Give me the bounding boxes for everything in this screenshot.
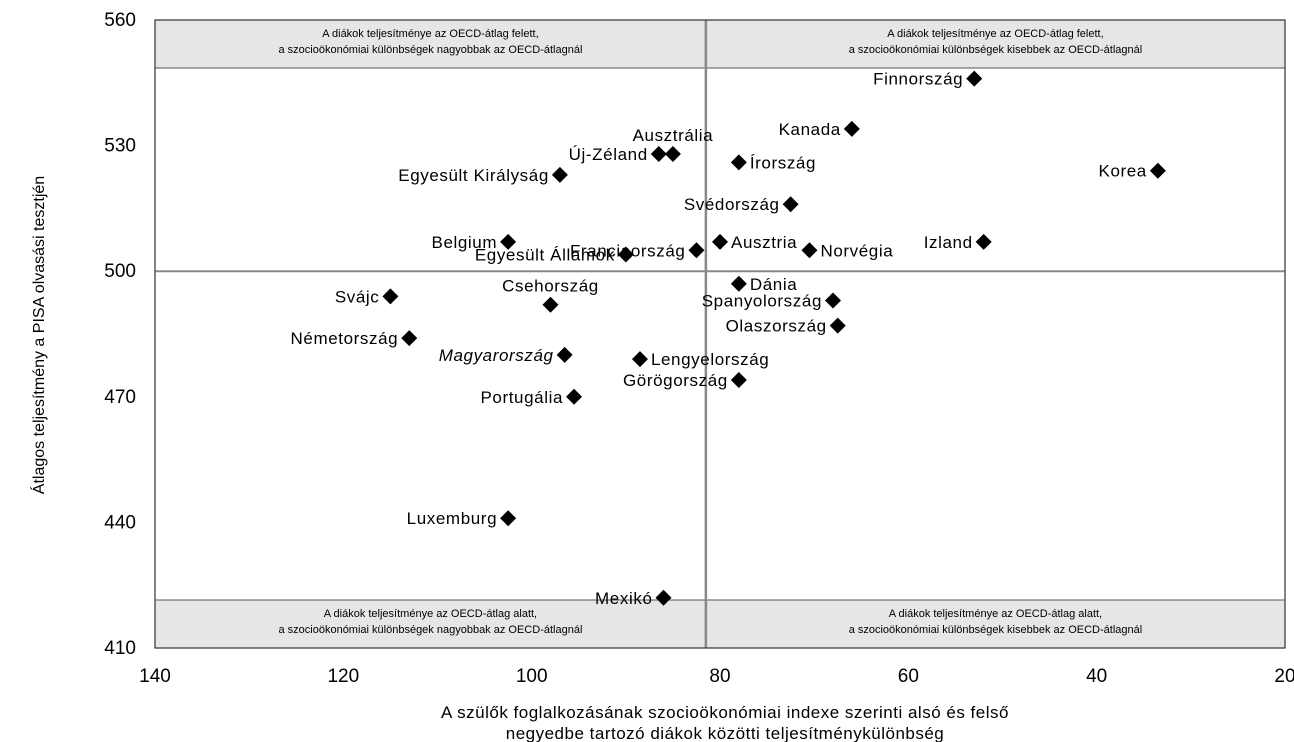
data-point-marker xyxy=(664,145,681,162)
quadrant-bands xyxy=(155,20,1285,648)
data-point-label: Finnország xyxy=(873,70,963,89)
y-tick-label: 470 xyxy=(104,387,136,408)
bottom-band xyxy=(155,600,1285,648)
data-point-label: Izland xyxy=(924,233,973,252)
x-axis-label-line-1: A szülők foglalkozásának szocioökonómiai… xyxy=(441,703,1009,722)
data-point-marker xyxy=(542,296,559,313)
y-tick-label: 440 xyxy=(104,512,136,533)
data-point-marker xyxy=(655,589,672,606)
data-point-label: Dánia xyxy=(750,275,797,294)
data-point-label: Mexikó xyxy=(595,589,652,608)
data-point-label: Görögország xyxy=(623,371,728,390)
data-point-marker xyxy=(801,242,818,259)
quadrant-label-bottom-right-line-2: a szocioökonómiai különbségek kisebbek a… xyxy=(849,624,1143,636)
x-tick-label: 20 xyxy=(1274,666,1294,687)
y-axis-ticks: 560 530 500 470 440 410 xyxy=(104,10,136,659)
x-tick-label: 40 xyxy=(1086,666,1107,687)
data-point-marker xyxy=(556,346,573,363)
data-point-marker xyxy=(825,292,841,309)
top-band xyxy=(155,20,1285,68)
quadrant-label-bottom-left-line-2: a szocioökonómiai különbségek nagyobbak … xyxy=(278,624,582,636)
data-point-label: Ausztria xyxy=(731,233,797,252)
data-point-marker xyxy=(712,233,728,250)
plot-frame xyxy=(154,19,1286,649)
data-point-label: Egyesült Királyság xyxy=(398,166,549,185)
data-point-label: Spanyolország xyxy=(702,292,822,311)
data-point-marker xyxy=(382,288,399,305)
x-tick-label: 80 xyxy=(709,666,730,687)
data-point-marker xyxy=(975,233,992,250)
data-point-label: Svájc xyxy=(335,287,380,306)
data-point-marker xyxy=(500,510,517,527)
data-point-marker xyxy=(688,242,705,259)
quadrant-label-top-right-line-1: A diákok teljesítménye az OECD-átlag fel… xyxy=(887,28,1103,40)
data-point-label: Ausztrália xyxy=(633,126,714,145)
quadrant-labels: A diákok teljesítménye az OECD-átlag fel… xyxy=(278,28,1142,636)
data-point-label: Korea xyxy=(1099,162,1147,181)
x-tick-label: 140 xyxy=(139,666,171,687)
data-point-label: Németország xyxy=(291,329,399,348)
data-point-marker xyxy=(730,154,747,171)
data-point-label: Portugália xyxy=(480,388,563,407)
y-tick-label: 500 xyxy=(104,261,136,282)
data-point-marker xyxy=(730,275,747,292)
data-point-marker xyxy=(401,330,418,347)
data-point-label: Norvégia xyxy=(820,241,893,260)
data-point-label: Magyarország xyxy=(439,346,554,365)
data-point-marker xyxy=(650,145,667,162)
x-axis-ticks: 140 120 100 80 60 40 20 xyxy=(139,666,1294,687)
quadrant-label-top-left-line-1: A diákok teljesítménye az OECD-átlag fel… xyxy=(322,28,538,40)
y-tick-label: 560 xyxy=(104,10,136,31)
data-point-marker xyxy=(966,70,983,87)
y-tick-label: 530 xyxy=(104,136,136,157)
data-point-label: Lengyelország xyxy=(651,350,769,369)
x-tick-label: 60 xyxy=(898,666,919,687)
data-point-marker xyxy=(1149,162,1166,179)
data-point-marker xyxy=(829,317,846,334)
y-tick-label: 410 xyxy=(104,638,136,659)
reference-lines xyxy=(155,20,1285,648)
data-point-marker xyxy=(631,351,648,368)
quadrant-label-bottom-left-line-1: A diákok teljesítménye az OECD-átlag ala… xyxy=(324,608,537,620)
data-point-label: Svédország xyxy=(684,195,780,214)
data-point-marker xyxy=(551,166,568,183)
data-point-marker xyxy=(843,120,860,137)
quadrant-label-top-right-line-2: a szocioökonómiai különbségek kisebbek a… xyxy=(849,44,1143,56)
data-point-marker xyxy=(782,196,799,213)
data-point-label: Belgium xyxy=(432,233,498,252)
data-point-marker xyxy=(730,372,747,389)
data-point-label: Olaszország xyxy=(726,317,827,336)
x-tick-label: 100 xyxy=(516,666,548,687)
plot-border xyxy=(154,19,1286,649)
data-point-label: Luxemburg xyxy=(407,509,497,528)
quadrant-label-top-left-line-2: a szocioökonómiai különbségek nagyobbak … xyxy=(278,44,582,56)
data-point-label: Írország xyxy=(750,153,816,172)
y-axis-label: Átlagos teljesítmény a PISA olvasási tes… xyxy=(29,176,48,494)
x-tick-label: 120 xyxy=(327,666,359,687)
data-point-label: Kanada xyxy=(779,120,841,139)
data-point-label: Új-Zéland xyxy=(569,145,648,164)
data-point-marker xyxy=(617,246,634,263)
quadrant-label-bottom-right-line-1: A diákok teljesítménye az OECD-átlag ala… xyxy=(889,608,1102,620)
data-point-marker xyxy=(500,233,517,250)
data-point-label: Egyesült Államok xyxy=(475,245,615,264)
x-axis-label-line-2: negyedbe tartozó diákok közötti teljesít… xyxy=(506,724,945,742)
data-point-marker xyxy=(566,388,583,405)
data-point-label: Csehország xyxy=(502,277,599,296)
